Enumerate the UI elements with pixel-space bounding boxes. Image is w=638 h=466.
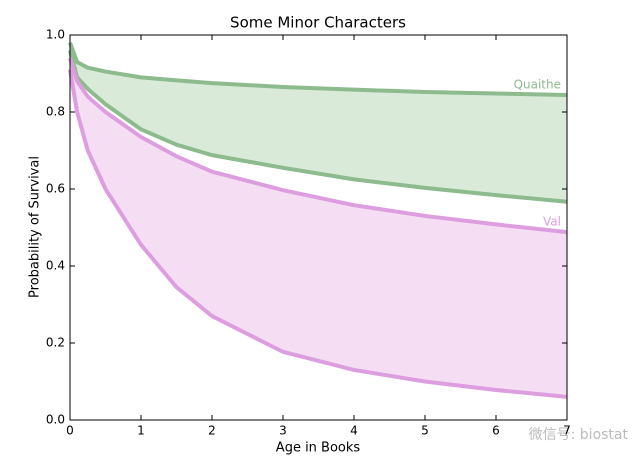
series-label: Val xyxy=(543,215,561,229)
y-tick-label: 0.2 xyxy=(46,336,65,350)
x-tick-label: 2 xyxy=(208,424,216,438)
y-axis-label: Probability of Survival xyxy=(28,156,43,298)
chart-title: Some Minor Characters xyxy=(230,14,406,32)
plot-frame xyxy=(69,34,568,421)
y-tick-label: 0.0 xyxy=(46,413,65,427)
y-tick-label: 1.0 xyxy=(46,28,65,42)
band-line xyxy=(68,42,568,98)
x-tick-label: 5 xyxy=(421,424,429,438)
band-line xyxy=(68,49,568,204)
x-tick-label: 1 xyxy=(137,424,145,438)
band-line xyxy=(68,69,568,399)
band-fill xyxy=(70,58,567,397)
watermark: 微信号: biostat xyxy=(529,427,629,443)
y-tick-label: 0.4 xyxy=(46,259,65,273)
series-label: Quaithe xyxy=(514,78,561,92)
x-tick-label: 4 xyxy=(350,424,358,438)
y-tick-label: 0.8 xyxy=(46,105,65,119)
y-tick-label: 0.6 xyxy=(46,182,65,196)
x-tick-label: 3 xyxy=(279,424,287,438)
x-tick-label: 7 xyxy=(563,424,571,438)
band-line xyxy=(68,57,568,235)
x-tick-label: 6 xyxy=(492,424,500,438)
x-tick-label: 0 xyxy=(66,424,74,438)
x-axis-label: Age in Books xyxy=(276,441,361,456)
